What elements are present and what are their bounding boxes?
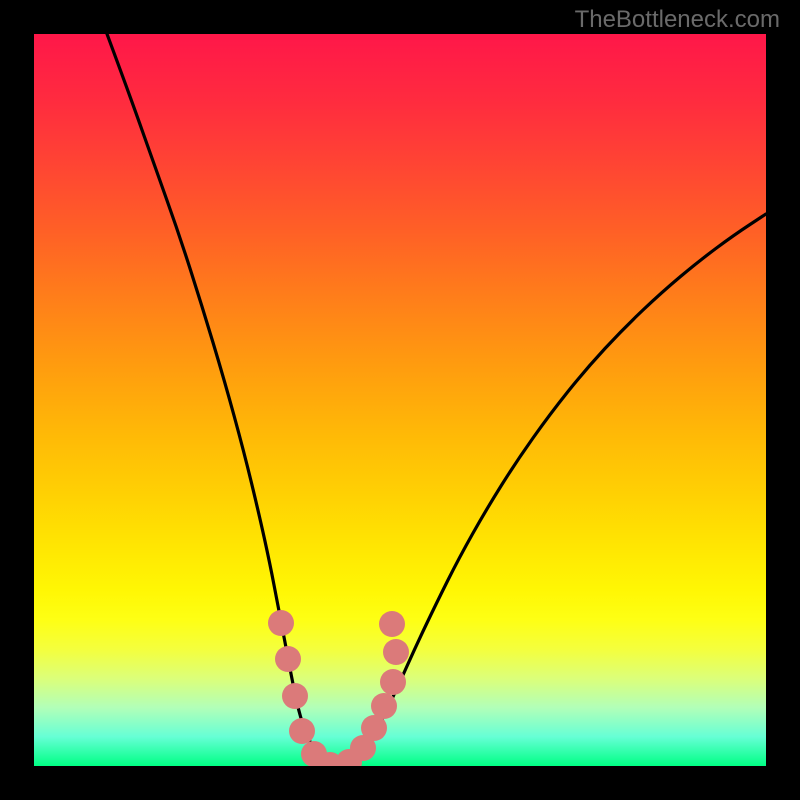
dot-marker: [371, 693, 397, 719]
dot-marker: [282, 683, 308, 709]
dot-marker: [383, 639, 409, 665]
dot-marker: [268, 610, 294, 636]
bottleneck-curve-chart: [34, 34, 766, 766]
watermark-text: TheBottleneck.com: [575, 6, 780, 34]
dot-marker: [379, 611, 405, 637]
dot-marker: [275, 646, 301, 672]
dot-marker: [380, 669, 406, 695]
dot-marker: [289, 718, 315, 744]
chart-plot-area: [34, 34, 766, 766]
